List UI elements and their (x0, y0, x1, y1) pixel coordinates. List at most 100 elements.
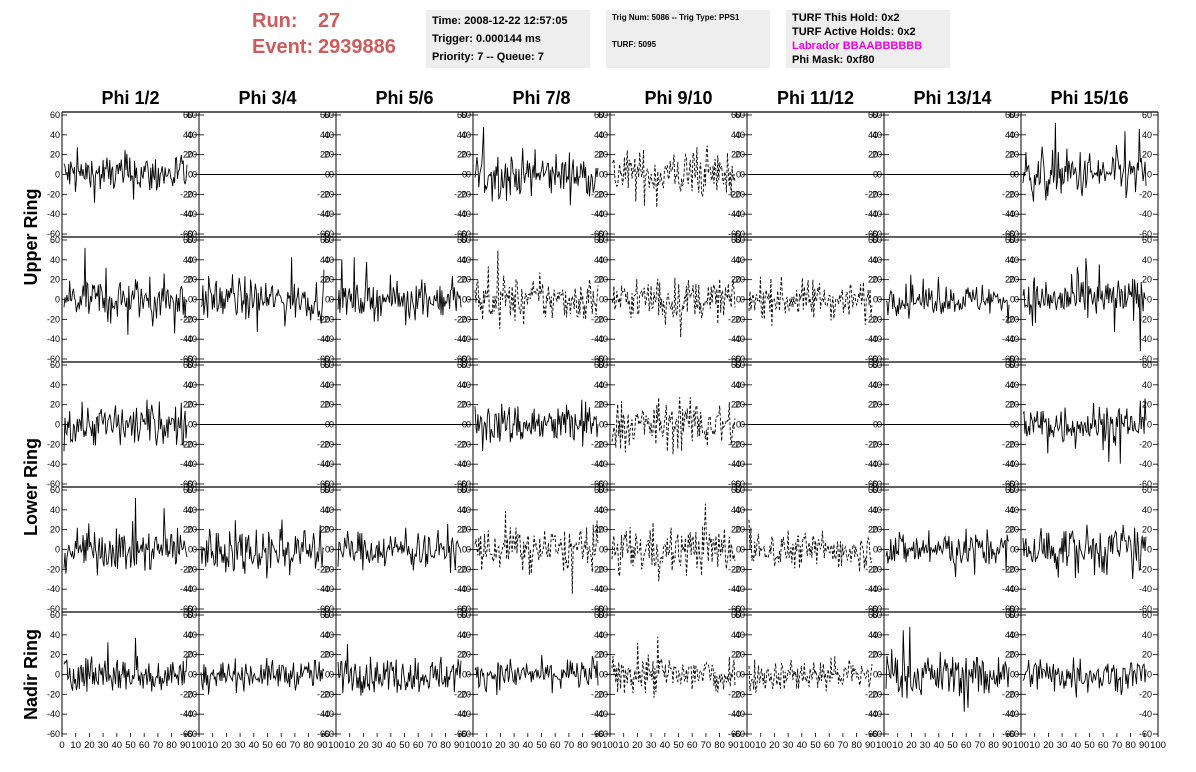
y-tick-label-left: 20 (50, 150, 60, 160)
x-tick-label: 30 (1057, 740, 1068, 751)
x-tick-label: 20 (906, 740, 917, 751)
x-tick-label: 10 (344, 740, 355, 751)
y-tick-label-left: 60 (50, 485, 60, 495)
y-tick-label-left: -40 (184, 334, 197, 344)
y-tick-label-right: 0 (1010, 545, 1015, 555)
x-tick-label: 50 (399, 740, 410, 751)
y-tick-label-right: 40 (731, 130, 741, 140)
y-tick-label-left: -20 (458, 689, 471, 699)
y-tick-label-left: -40 (47, 334, 60, 344)
y-tick-label-right: 60 (868, 235, 878, 245)
waveform-trace (748, 519, 873, 572)
y-tick-label-right: -40 (1139, 209, 1152, 219)
y-tick-label-left: 60 (872, 610, 882, 620)
y-tick-label-left: 0 (1014, 670, 1019, 680)
y-tick-label-left: 0 (466, 295, 471, 305)
y-tick-label-right: -20 (1139, 189, 1152, 199)
y-tick-label-right: -20 (454, 439, 467, 449)
y-tick-label-left: 0 (877, 545, 882, 555)
y-tick-label-right: 20 (183, 150, 193, 160)
y-tick-label-right: -40 (865, 459, 878, 469)
waveform-trace (1022, 122, 1147, 202)
x-tick-label: 50 (536, 740, 547, 751)
waveform-trace (885, 528, 1010, 578)
y-tick-label-right: -20 (454, 189, 467, 199)
y-tick-label-right: -60 (591, 354, 604, 364)
waveform-trace (63, 147, 188, 203)
run-label: Run: (252, 10, 298, 32)
y-tick-label-left: -40 (1006, 584, 1019, 594)
y-tick-label-right: 20 (320, 525, 330, 535)
x-tick-label: 30 (920, 740, 931, 751)
y-tick-label-right: 60 (594, 610, 604, 620)
y-tick-label-right: 0 (462, 545, 467, 555)
y-tick-label-right: -40 (180, 709, 193, 719)
y-tick-label-right: 20 (594, 150, 604, 160)
x-tick-label: 60 (687, 740, 698, 751)
y-tick-label-right: -40 (865, 334, 878, 344)
y-tick-label-right: 40 (183, 380, 193, 390)
y-tick-label-right: 40 (457, 380, 467, 390)
y-tick-label-left: 20 (872, 650, 882, 660)
y-tick-label-left: -60 (47, 479, 60, 489)
y-tick-label-right: -40 (317, 209, 330, 219)
y-tick-label-right: -60 (1139, 729, 1152, 739)
column-title: Phi 11/12 (777, 88, 854, 108)
y-tick-label-right: -60 (728, 479, 741, 489)
y-tick-label-left: 20 (598, 650, 608, 660)
y-tick-label-left: 0 (740, 295, 745, 305)
x-tick-label: 70 (1112, 740, 1123, 751)
x-tick-label: 60 (961, 740, 972, 751)
y-tick-label-left: -40 (732, 209, 745, 219)
y-tick-label-right: 60 (868, 610, 878, 620)
y-tick-label-left: 0 (55, 670, 60, 680)
waveform-trace (474, 655, 599, 696)
x-tick-label: 10 (618, 740, 629, 751)
x-tick-label: 90 (728, 740, 739, 751)
y-tick-label-left: 0 (329, 170, 334, 180)
y-tick-label-left: -20 (869, 689, 882, 699)
y-tick-label-left: -40 (869, 334, 882, 344)
y-tick-label-left: 0 (329, 295, 334, 305)
y-tick-label-right: 60 (1142, 360, 1152, 370)
y-tick-label-right: -60 (454, 229, 467, 239)
y-tick-label-right: 20 (594, 400, 604, 410)
y-tick-label-left: 20 (735, 150, 745, 160)
y-tick-label-left: -20 (184, 689, 197, 699)
y-tick-label-right: 40 (1142, 380, 1152, 390)
y-tick-label-right: -20 (728, 439, 741, 449)
y-tick-label-left: -60 (595, 354, 608, 364)
y-tick-label-left: -60 (595, 479, 608, 489)
trigger-text: Trigger: 0.000144 ms (432, 33, 541, 45)
y-tick-label-right: 40 (320, 630, 330, 640)
waveform-trace (63, 247, 188, 335)
x-tick-label: 60 (413, 740, 424, 751)
y-tick-label-left: -40 (732, 459, 745, 469)
y-tick-label-left: 20 (1009, 400, 1019, 410)
y-tick-label-right: 20 (320, 650, 330, 660)
y-tick-label-left: -40 (1006, 459, 1019, 469)
waveform-trace (337, 644, 462, 696)
x-tick-label: 70 (290, 740, 301, 751)
x-tick-label: 100 (876, 740, 892, 751)
y-tick-label-left: 40 (1009, 255, 1019, 265)
x-tick-label: 40 (112, 740, 123, 751)
x-tick-label: 80 (166, 740, 177, 751)
y-tick-label-right: -60 (317, 229, 330, 239)
y-tick-label-left: 40 (461, 630, 471, 640)
y-tick-label-left: -40 (595, 709, 608, 719)
y-tick-label-left: -40 (458, 334, 471, 344)
y-tick-label-right: -20 (180, 564, 193, 574)
y-tick-label-right: -60 (1139, 479, 1152, 489)
y-tick-label-left: -40 (184, 709, 197, 719)
y-tick-label-left: 0 (740, 670, 745, 680)
y-tick-label-right: 40 (594, 130, 604, 140)
x-tick-label: 0 (59, 740, 64, 751)
y-tick-label-right: 0 (462, 295, 467, 305)
